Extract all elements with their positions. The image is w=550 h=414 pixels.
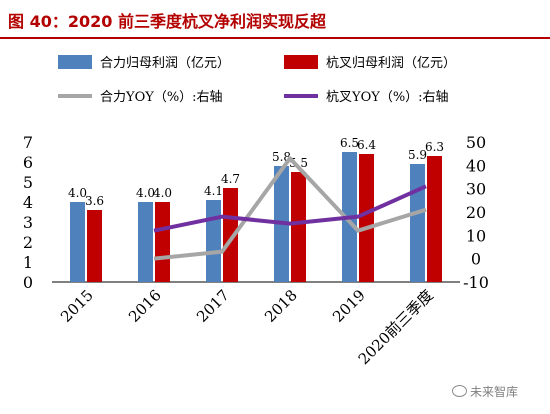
wechat-icon xyxy=(452,385,467,397)
bar-hangcha xyxy=(359,154,374,282)
right-tick-label: 30 xyxy=(466,180,486,199)
bar-value-label: 4.7 xyxy=(221,172,240,186)
legend-label-0: 合力归母利润（亿元） xyxy=(100,56,230,71)
right-tick-label: 20 xyxy=(466,203,486,222)
right-tick-label: 50 xyxy=(466,133,486,152)
right-tick-label: 40 xyxy=(466,156,486,175)
bar-value-label: 6.5 xyxy=(340,136,359,150)
legend-label-3: 杭叉YOY（%）:右轴 xyxy=(326,90,449,105)
category-label: 2015 xyxy=(57,286,97,326)
category-label: 2019 xyxy=(329,286,369,326)
legend-swatch-0 xyxy=(58,55,92,69)
left-tick-label: 7 xyxy=(23,133,33,152)
bar-heli xyxy=(410,164,425,282)
bar-value-label: 3.6 xyxy=(85,194,104,208)
right-tick-label: 10 xyxy=(466,226,486,245)
bar-value-label: 6.4 xyxy=(357,138,376,152)
figure-title: 图 40：2020 前三季度杭叉净利润实现反超 xyxy=(8,12,326,31)
bar-value-label: 4.1 xyxy=(204,184,223,198)
legend-label-1: 杭叉归母利润（亿元） xyxy=(326,56,456,71)
left-tick-label: 4 xyxy=(23,193,33,212)
bar-value-label: 4.0 xyxy=(136,186,155,200)
bar-value-label: 6.3 xyxy=(425,140,444,154)
bar-hangcha xyxy=(427,156,442,282)
bar-hangcha xyxy=(155,202,170,282)
watermark-text: 未来智库 xyxy=(470,385,519,399)
category-label: 2018 xyxy=(261,286,301,326)
left-tick-label: 5 xyxy=(23,173,33,192)
left-tick-label: 0 xyxy=(23,273,33,292)
bar-hangcha xyxy=(87,210,102,282)
watermark: 未来智库 xyxy=(452,383,518,400)
category-label: 2016 xyxy=(125,286,165,326)
legend-swatch-1 xyxy=(284,55,318,69)
left-tick-label: 6 xyxy=(23,153,33,172)
left-tick-label: 3 xyxy=(23,213,33,232)
left-tick-label: 1 xyxy=(23,253,33,272)
bar-value-label: 4.0 xyxy=(153,186,172,200)
bar-value-label: 4.0 xyxy=(68,186,87,200)
bar-heli xyxy=(70,202,85,282)
figure-header: 图 40：2020 前三季度杭叉净利润实现反超 xyxy=(0,0,550,39)
left-tick-label: 2 xyxy=(23,233,33,252)
line-heli-yoy xyxy=(153,156,427,261)
bar-hangcha xyxy=(291,172,306,282)
line-hangcha-yoy xyxy=(153,184,427,233)
title-underline xyxy=(0,37,550,39)
right-tick-label: -10 xyxy=(463,273,489,292)
right-tick-label: 0 xyxy=(471,250,481,269)
category-label: 2017 xyxy=(193,286,233,326)
legend-label-2: 合力YOY（%）:右轴 xyxy=(100,90,223,105)
profit-chart: 合力归母利润（亿元） 杭叉归母利润（亿元） 合力YOY（%）:右轴 杭叉YOY（%）:… xyxy=(23,55,489,368)
bar-heli xyxy=(138,202,153,282)
bar-heli xyxy=(206,200,221,282)
bar-hangcha xyxy=(223,188,238,282)
bar-value-label: 5.9 xyxy=(408,148,427,162)
